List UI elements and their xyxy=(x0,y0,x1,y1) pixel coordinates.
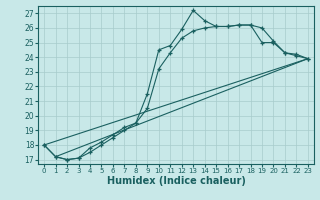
X-axis label: Humidex (Indice chaleur): Humidex (Indice chaleur) xyxy=(107,176,245,186)
